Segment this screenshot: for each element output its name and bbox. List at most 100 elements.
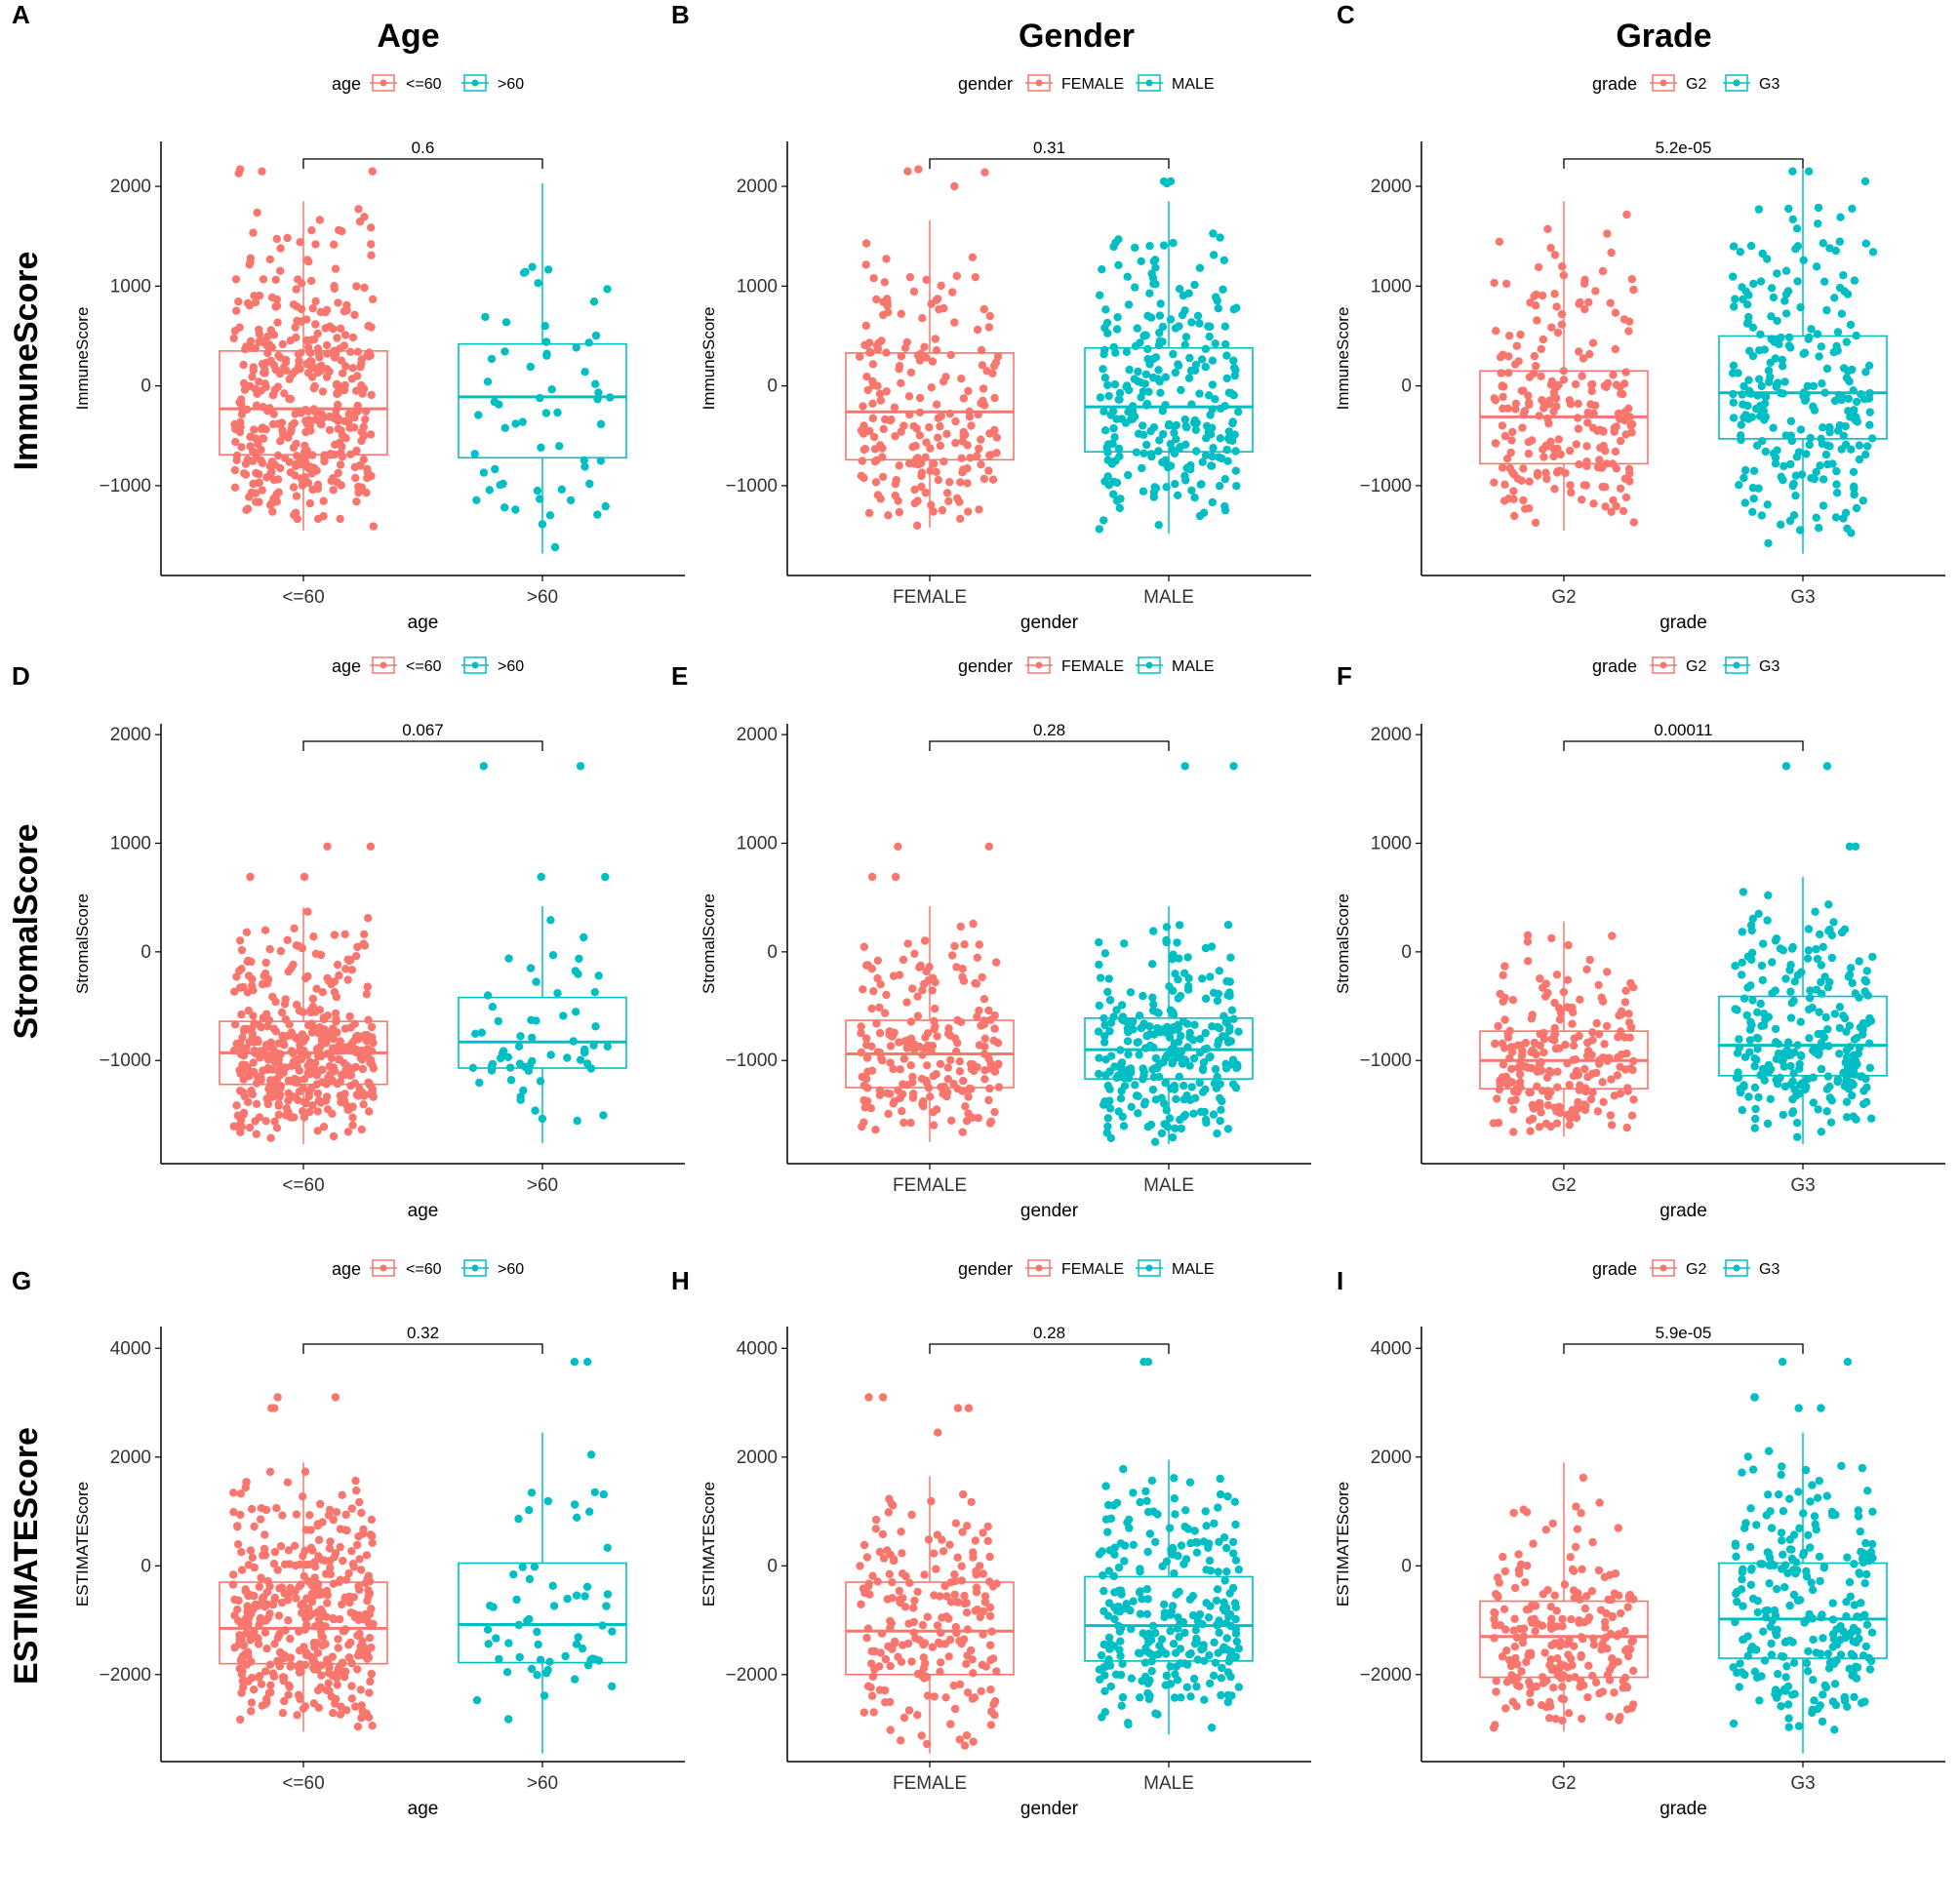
data-point <box>1145 1529 1155 1538</box>
panel-letter-A: A <box>12 0 30 29</box>
data-point <box>980 994 989 1004</box>
data-point <box>1542 474 1551 484</box>
data-point <box>354 205 363 214</box>
x-tick-label: G3 <box>1790 1773 1815 1794</box>
data-point <box>278 1511 287 1520</box>
data-point <box>1738 958 1746 967</box>
data-point <box>1150 1137 1160 1146</box>
data-point <box>1180 340 1190 349</box>
data-point <box>594 388 603 397</box>
data-point <box>1509 487 1518 496</box>
data-point <box>1116 1651 1125 1661</box>
data-point <box>1594 1566 1604 1575</box>
data-point <box>1120 1557 1129 1566</box>
data-point <box>1582 965 1591 974</box>
data-point <box>333 1681 341 1689</box>
data-point <box>897 1736 905 1745</box>
data-point <box>1571 1542 1580 1552</box>
data-point <box>349 1563 359 1571</box>
data-point <box>1495 1578 1504 1587</box>
data-point <box>990 1024 999 1033</box>
data-point <box>337 356 346 365</box>
data-point <box>1779 389 1787 398</box>
data-point <box>993 1060 1003 1069</box>
data-point <box>1580 304 1589 314</box>
data-point <box>527 1015 536 1025</box>
data-point <box>1839 1068 1848 1078</box>
data-point <box>1543 224 1552 233</box>
data-point <box>246 432 255 441</box>
data-point <box>1136 1497 1144 1507</box>
data-point <box>860 473 868 483</box>
data-point <box>1842 1097 1852 1106</box>
data-point <box>1165 1114 1175 1123</box>
data-point <box>233 1605 242 1614</box>
group->60 <box>458 182 627 554</box>
panel-letter-F: F <box>1337 661 1352 691</box>
data-point <box>1760 1656 1770 1665</box>
data-point <box>1095 525 1104 534</box>
data-point <box>1808 1585 1818 1595</box>
data-point <box>334 1635 342 1644</box>
data-point <box>1537 372 1545 380</box>
data-point <box>1170 428 1179 437</box>
data-point <box>1823 1025 1832 1034</box>
data-point <box>1858 1030 1867 1039</box>
data-point <box>1855 993 1863 1002</box>
data-point <box>1161 1681 1171 1689</box>
data-point <box>1763 1606 1773 1615</box>
data-point <box>953 494 962 502</box>
significance-bracket <box>1563 158 1804 169</box>
legend-title: age <box>332 74 361 94</box>
data-point <box>1110 1588 1119 1597</box>
data-point <box>304 416 313 424</box>
data-point <box>1148 1085 1158 1094</box>
data-point <box>866 1104 875 1113</box>
data-point <box>1217 1674 1226 1683</box>
data-point <box>1113 1071 1123 1080</box>
data-point <box>937 1658 945 1667</box>
data-point <box>920 1570 929 1579</box>
data-point <box>1598 266 1608 276</box>
data-point <box>1547 933 1556 943</box>
data-point <box>1625 477 1634 486</box>
data-point <box>1822 364 1832 374</box>
data-point <box>1145 1648 1154 1658</box>
y-tick-label: 4000 <box>1371 1338 1412 1359</box>
data-point <box>1848 365 1857 375</box>
data-point <box>1553 328 1563 337</box>
data-point <box>516 1092 525 1101</box>
data-point <box>1112 325 1122 334</box>
data-point <box>974 410 982 419</box>
data-point <box>877 1053 886 1063</box>
data-point <box>350 413 359 422</box>
data-point <box>1517 1051 1527 1060</box>
data-point <box>269 1024 279 1033</box>
data-point <box>518 417 527 426</box>
data-point <box>240 1024 249 1034</box>
data-point <box>1580 1604 1590 1613</box>
data-point <box>913 1012 923 1020</box>
data-point <box>977 1021 985 1030</box>
data-point <box>284 1690 293 1699</box>
data-point <box>512 1595 521 1605</box>
data-point <box>1510 1583 1520 1593</box>
data-point <box>1805 440 1814 450</box>
data-point <box>906 1118 915 1128</box>
data-point <box>1789 1590 1799 1600</box>
data-point <box>957 375 966 383</box>
data-point <box>957 1576 966 1585</box>
data-point <box>1184 289 1193 298</box>
data-point <box>1098 265 1106 274</box>
data-point <box>275 369 285 378</box>
data-point <box>1748 507 1757 516</box>
data-point <box>601 872 610 882</box>
data-point <box>311 240 320 249</box>
data-point <box>1823 1072 1833 1081</box>
data-point <box>990 1711 999 1720</box>
data-point <box>313 329 322 338</box>
data-point <box>1614 1657 1622 1666</box>
data-point <box>343 975 352 984</box>
data-point <box>1223 1125 1233 1133</box>
